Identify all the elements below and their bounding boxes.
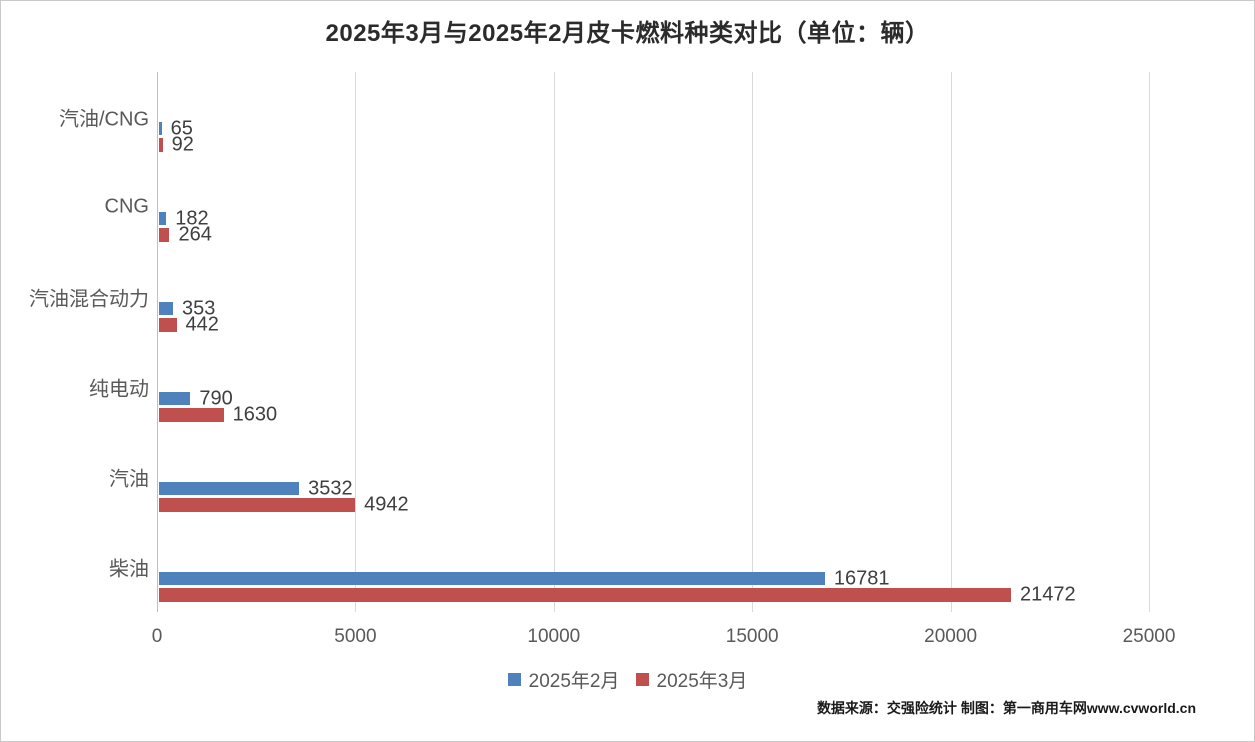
bar-2025年3月 xyxy=(159,498,356,512)
value-label: 353 xyxy=(182,297,216,319)
category-row: 纯电动 790 1630 xyxy=(89,342,1150,432)
chart-title: 2025年3月与2025年2月皮卡燃料种类对比（单位：辆） xyxy=(325,20,930,47)
x-tick-label: 25000 xyxy=(1122,626,1176,647)
value-label: 16781 xyxy=(833,567,890,589)
category-label: 纯电动 xyxy=(89,378,149,401)
category-label: 汽油/CNG xyxy=(59,108,149,131)
value-label: 182 xyxy=(175,207,209,229)
value-label: 92 xyxy=(171,133,194,156)
value-label: 264 xyxy=(178,223,212,246)
x-tick-label: 20000 xyxy=(924,626,978,647)
value-label: 4942 xyxy=(364,493,409,516)
bar-2025年2月 xyxy=(159,572,825,585)
gridline-15000 xyxy=(752,72,754,612)
value-label: 65 xyxy=(170,117,193,139)
legend-label: 2025年3月 xyxy=(656,670,748,692)
source-note: 数据来源：交强险统计 制图：第一商用车网www.cvworld.cn xyxy=(816,700,1196,716)
bar-2025年2月 xyxy=(159,482,300,495)
bar-2025年2月 xyxy=(159,212,167,225)
legend-label: 2025年2月 xyxy=(528,670,620,692)
value-label: 3532 xyxy=(308,477,353,499)
x-tick-label: 0 xyxy=(151,626,163,647)
category-row: 汽油/CNG 65 92 xyxy=(59,72,1150,162)
legend-swatch xyxy=(635,672,649,686)
x-tick-label: 10000 xyxy=(527,626,581,647)
gridline-5000 xyxy=(355,72,357,612)
bar-2025年3月 xyxy=(159,318,177,332)
x-tick-label: 15000 xyxy=(725,626,779,647)
bar-2025年3月 xyxy=(159,588,1011,602)
category-label: 汽油 xyxy=(109,468,149,491)
bar-2025年2月 xyxy=(159,122,162,135)
category-row: 柴油 16781 21472 xyxy=(109,522,1150,612)
value-label: 1630 xyxy=(232,403,278,426)
category-row: 汽油混合动力 353 442 xyxy=(29,252,1150,342)
bar-2025年3月 xyxy=(159,228,170,242)
bar-2025年2月 xyxy=(159,392,191,405)
legend-item: 2025年2月 xyxy=(507,666,620,693)
category-label: CNG xyxy=(104,195,149,218)
value-label: 442 xyxy=(185,313,219,336)
value-label: 790 xyxy=(199,387,233,409)
legend-item: 2025年3月 xyxy=(635,666,748,693)
category-row: 汽油 3532 4942 xyxy=(109,432,1150,522)
value-label: 21472 xyxy=(1020,583,1076,606)
category-row: CNG 182 264 xyxy=(105,162,1150,252)
legend-swatch xyxy=(507,672,521,686)
bar-2025年3月 xyxy=(159,138,163,152)
plot-area: 汽油/CNG 65 92 CNG 182 264 汽油混合动力 353 442 纯电动 790 163… xyxy=(29,72,1150,612)
gridline-20000 xyxy=(950,72,952,612)
bar-2025年2月 xyxy=(159,302,173,315)
legend: 2025年2月 2025年3月 xyxy=(1,666,1254,693)
gridline-25000 xyxy=(1149,72,1150,612)
x-tick-label: 5000 xyxy=(334,626,377,647)
category-label: 柴油 xyxy=(109,558,149,581)
gridline-10000 xyxy=(553,72,555,612)
x-axis: 0 5000 10000 15000 20000 25000 xyxy=(152,626,1176,648)
bar-2025年3月 xyxy=(159,408,224,422)
category-label: 汽油混合动力 xyxy=(29,288,149,311)
